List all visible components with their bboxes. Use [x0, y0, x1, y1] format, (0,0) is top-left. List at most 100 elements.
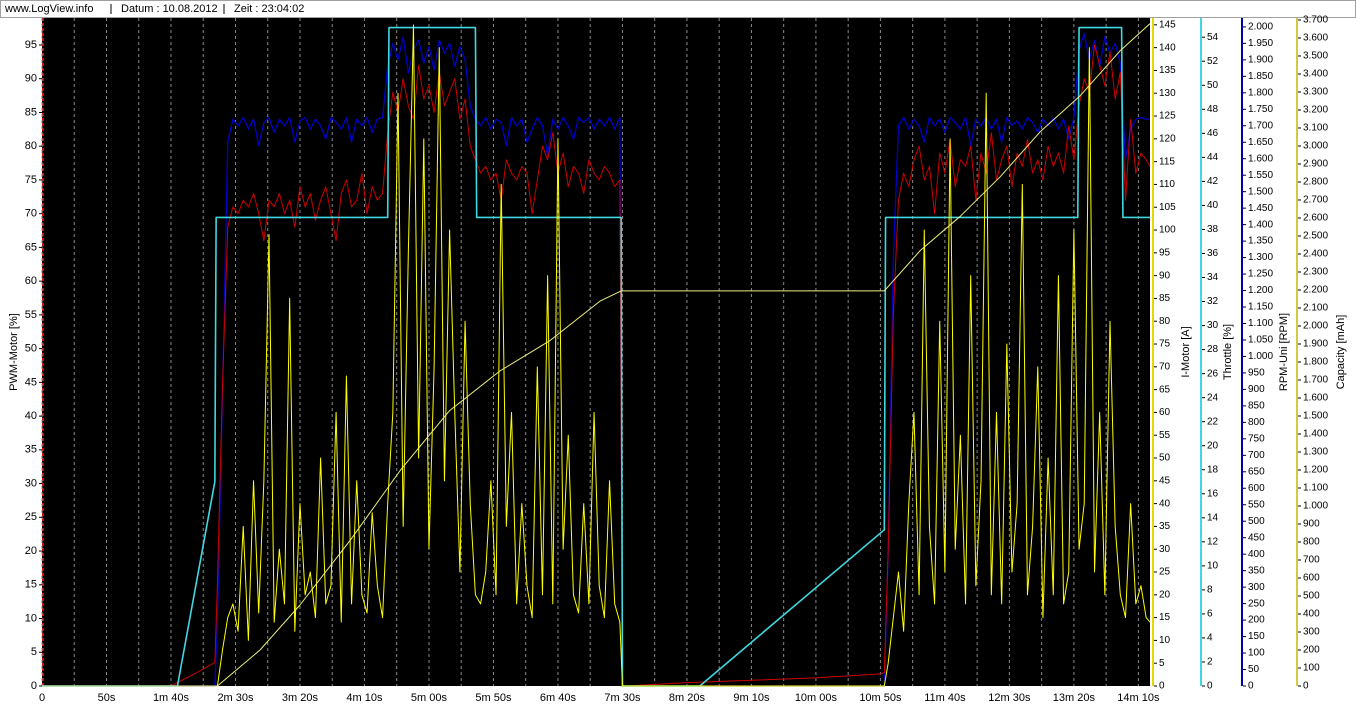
y-tick-label: 0	[1207, 681, 1213, 692]
axis-title: Capacity [mAh]	[1335, 315, 1347, 390]
y-tick-label: 800	[1248, 417, 1265, 428]
y-tick-label: 4	[1207, 633, 1213, 644]
y-tick-label: 36	[1207, 248, 1219, 259]
y-tick-label: 1.000	[1248, 351, 1273, 362]
series-line	[42, 44, 1151, 687]
y-tick-label: 1.950	[1248, 38, 1273, 49]
y-tick-label: 45	[25, 376, 37, 388]
y-tick-label: 1.700	[1303, 375, 1328, 386]
y-tick-label: 300	[1248, 582, 1265, 593]
y-tick-label: 15	[1159, 612, 1171, 623]
y-tick-label: 1.050	[1248, 335, 1273, 346]
y-tick-label: 85	[1159, 293, 1171, 304]
y-tick-label: 1.000	[1303, 501, 1328, 512]
y-tick-label: 0	[1248, 681, 1254, 692]
y-tick-label: 3.200	[1303, 105, 1328, 116]
y-tick-label: 1.550	[1248, 170, 1273, 181]
y-tick-label: 2.200	[1303, 285, 1328, 296]
y-tick-label: 1.650	[1248, 137, 1273, 148]
y-tick-label: 150	[1248, 631, 1265, 642]
series-line	[42, 23, 1151, 687]
y-tick-label: 75	[1159, 339, 1171, 350]
axis-title: PWM-Motor [%]	[8, 313, 20, 391]
y-tick-label: 400	[1303, 609, 1320, 620]
y-tick-label: 1.300	[1248, 252, 1273, 263]
y-tick-label: 18	[1207, 464, 1219, 475]
x-tick-label: 7m 30s	[604, 692, 641, 704]
x-tick-label: 1m 40s	[153, 692, 190, 704]
y-tick-label: 25	[25, 511, 37, 523]
x-tick-label: 5m 50s	[475, 692, 512, 704]
y-tick-label: 0	[31, 680, 37, 692]
y-tick-label: 3.400	[1303, 69, 1328, 80]
y-tick-label: 42	[1207, 176, 1219, 187]
y-tick-label: 24	[1207, 392, 1219, 403]
y-tick-label: 50	[25, 343, 37, 355]
y-tick-label: 30	[1207, 320, 1219, 331]
y-tick-label: 115	[1159, 156, 1175, 167]
y-tick-label: 2.600	[1303, 213, 1328, 224]
x-tick-label: 12m 30s	[988, 692, 1031, 704]
y-tick-label: 130	[1159, 88, 1176, 99]
y-tick-label: 90	[1159, 270, 1171, 281]
y-tick-label: 450	[1248, 532, 1265, 543]
y-tick-label: 400	[1248, 549, 1265, 560]
x-tick-label: 50s	[98, 692, 116, 704]
y-tick-label: 95	[25, 39, 37, 51]
y-tick-label: 55	[25, 309, 37, 321]
y-tick-label: 10	[1159, 635, 1171, 646]
y-tick-label: 1.100	[1248, 318, 1273, 329]
axis-title: I-Motor [A]	[1180, 326, 1192, 377]
y-tick-label: 54	[1207, 32, 1219, 43]
y-tick-label: 85	[25, 106, 37, 118]
y-tick-label: 10	[1207, 560, 1219, 571]
x-tick-label: 13m 20s	[1053, 692, 1096, 704]
y-tick-label: 500	[1248, 516, 1265, 527]
y-tick-label: 1.450	[1248, 203, 1273, 214]
y-tick-label: 1.900	[1248, 54, 1273, 65]
y-tick-label: 30	[25, 477, 37, 489]
y-tick-label: 800	[1303, 537, 1320, 548]
y-tick-label: 140	[1159, 42, 1176, 53]
y-tick-label: 1.600	[1303, 393, 1328, 404]
x-tick-label: 14m 10s	[1117, 692, 1160, 704]
x-tick-label: 9m 10s	[733, 692, 770, 704]
y-tick-label: 48	[1207, 104, 1219, 115]
y-tick-label: 1.300	[1303, 447, 1328, 458]
y-tick-label: 1.500	[1303, 411, 1328, 422]
y-tick-label: 3.500	[1303, 51, 1328, 62]
y-tick-label: 850	[1248, 401, 1265, 412]
y-tick-label: 2.000	[1248, 22, 1273, 33]
y-tick-label: 38	[1207, 224, 1219, 235]
y-tick-label: 32	[1207, 296, 1219, 307]
axis-title: RPM-Uni [RPM]	[1278, 313, 1290, 391]
y-tick-label: 20	[1207, 440, 1219, 451]
y-tick-label: 0	[1159, 681, 1165, 692]
y-tick-label: 125	[1159, 111, 1176, 122]
time: Zeit : 23:04:02	[234, 3, 304, 15]
y-tick-label: 60	[1159, 407, 1171, 418]
y-tick-label: 3.700	[1303, 15, 1328, 26]
y-tick-label: 22	[1207, 416, 1219, 427]
y-tick-label: 25	[1159, 567, 1171, 578]
y-tick-label: 120	[1159, 133, 1176, 144]
y-tick-label: 1.350	[1248, 236, 1273, 247]
y-tick-label: 5	[31, 646, 37, 658]
y-tick-label: 1.750	[1248, 104, 1273, 115]
y-tick-label: 1.400	[1303, 429, 1328, 440]
x-tick-label: 8m 20s	[669, 692, 706, 704]
y-tick-label: 600	[1303, 573, 1320, 584]
y-tick-label: 0	[1303, 681, 1309, 692]
axis-title: Throttle [%]	[1222, 324, 1234, 380]
plot-area	[42, 18, 1150, 686]
y-tick-label: 60	[25, 275, 37, 287]
series-line	[42, 26, 1150, 687]
x-tick-label: 2m 30s	[217, 692, 254, 704]
y-tick-label: 110	[1159, 179, 1175, 190]
y-tick-label: 45	[1159, 475, 1171, 486]
y-tick-label: 1.900	[1303, 339, 1328, 350]
site-link[interactable]: www.LogView.info	[4, 3, 93, 15]
y-tick-label: 1.600	[1248, 153, 1273, 164]
